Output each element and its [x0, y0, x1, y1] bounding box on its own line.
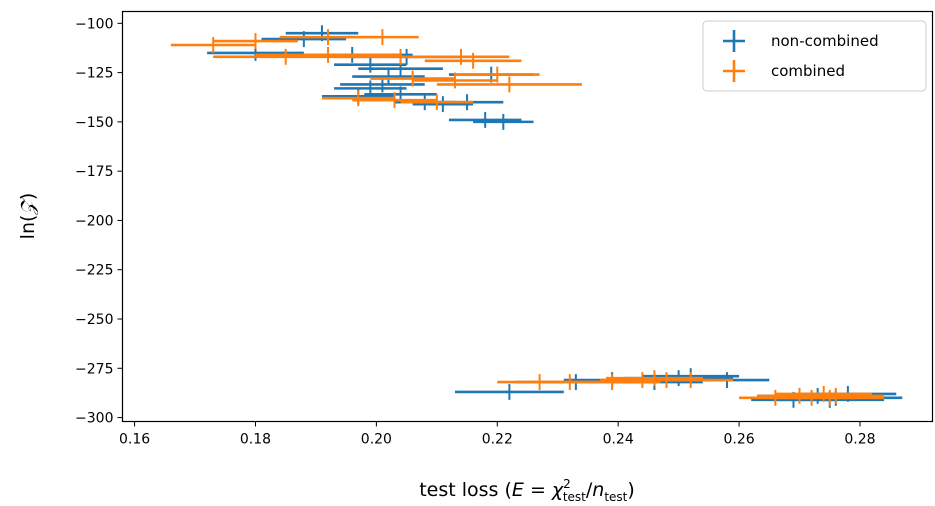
data-point — [454, 66, 540, 83]
legend-frame — [702, 20, 927, 92]
data-point — [255, 46, 401, 63]
data-point — [424, 52, 522, 69]
y-tick-label: −150 — [75, 115, 113, 131]
data-point — [321, 90, 395, 107]
data-point — [261, 31, 347, 48]
x-tick-label: 0.22 — [482, 432, 513, 448]
data-point — [400, 94, 474, 111]
data-point — [775, 389, 885, 406]
data-point — [648, 372, 734, 389]
x-axis-label: test loss (E = χ2 test/ntest) — [419, 477, 635, 504]
data-point — [448, 111, 522, 128]
data-point — [346, 29, 419, 46]
data-point — [370, 70, 455, 87]
x-tick-label: 0.28 — [844, 432, 875, 448]
y-tick-label: −275 — [75, 361, 113, 377]
data-point — [787, 387, 885, 404]
data-point — [334, 56, 407, 73]
series-layer — [170, 25, 903, 408]
data-point — [606, 370, 703, 387]
y-tick-label: −200 — [75, 213, 113, 229]
legend-label-non-combined: non-combined — [771, 32, 879, 50]
legend: non-combined combined — [702, 20, 927, 92]
data-point — [454, 383, 564, 400]
series-combined — [170, 29, 885, 406]
data-point — [412, 96, 474, 113]
axes-layer: 0.16 0.18 0.20 0.22 0.24 0.26 0.28 −100 −125 −150… — [75, 16, 876, 447]
y-tick-label: −250 — [75, 312, 113, 328]
y-tick-label: −100 — [75, 16, 113, 32]
y-axis-label: ln(𝒵) — [17, 193, 39, 240]
data-point — [352, 92, 437, 109]
x-tick-label: 0.16 — [119, 432, 150, 448]
y-tick-label: −175 — [75, 164, 113, 180]
data-point — [170, 37, 256, 53]
legend-markers — [723, 30, 745, 82]
y-tick-label: −225 — [75, 263, 113, 279]
data-point — [473, 113, 534, 130]
x-tick-label: 0.18 — [240, 432, 271, 448]
x-tick-label: 0.20 — [361, 432, 392, 448]
data-point — [213, 33, 298, 50]
y-tick-label: −125 — [75, 66, 113, 82]
data-point — [412, 48, 510, 65]
data-point — [775, 385, 873, 402]
x-tick-label: 0.26 — [723, 432, 754, 448]
x-tick-label: 0.24 — [603, 432, 634, 448]
legend-label-combined: combined — [771, 62, 845, 80]
data-point — [563, 374, 661, 391]
plot-frame — [121, 10, 934, 423]
data-point — [352, 68, 425, 85]
y-tick-label: −300 — [75, 411, 113, 427]
data-point — [436, 76, 582, 93]
